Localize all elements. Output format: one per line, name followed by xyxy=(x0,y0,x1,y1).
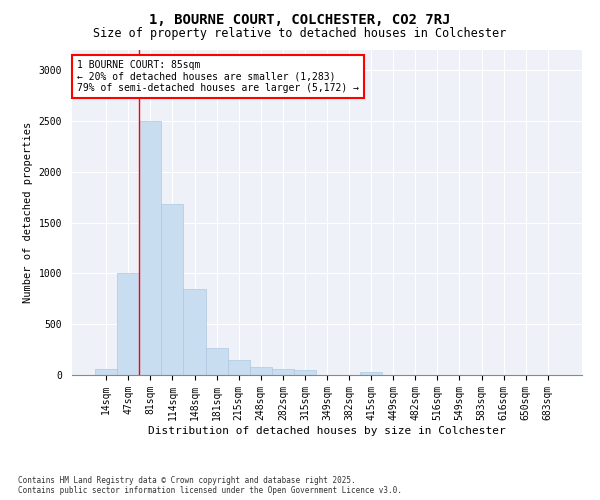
Text: 1 BOURNE COURT: 85sqm
← 20% of detached houses are smaller (1,283)
79% of semi-d: 1 BOURNE COURT: 85sqm ← 20% of detached … xyxy=(77,60,359,93)
Bar xyxy=(117,274,139,375)
Text: Size of property relative to detached houses in Colchester: Size of property relative to detached ho… xyxy=(94,28,506,40)
Bar xyxy=(184,288,206,375)
Bar xyxy=(161,204,184,375)
Bar xyxy=(250,368,272,375)
Bar xyxy=(227,360,250,375)
Bar xyxy=(272,370,294,375)
Bar xyxy=(139,121,161,375)
X-axis label: Distribution of detached houses by size in Colchester: Distribution of detached houses by size … xyxy=(148,426,506,436)
Bar xyxy=(360,372,382,375)
Bar xyxy=(294,370,316,375)
Y-axis label: Number of detached properties: Number of detached properties xyxy=(23,122,33,303)
Text: 1, BOURNE COURT, COLCHESTER, CO2 7RJ: 1, BOURNE COURT, COLCHESTER, CO2 7RJ xyxy=(149,12,451,26)
Text: Contains HM Land Registry data © Crown copyright and database right 2025.
Contai: Contains HM Land Registry data © Crown c… xyxy=(18,476,402,495)
Bar xyxy=(95,370,117,375)
Bar xyxy=(206,348,227,375)
